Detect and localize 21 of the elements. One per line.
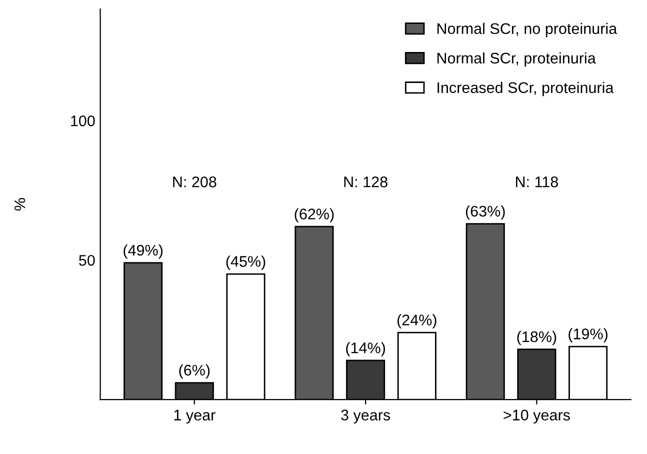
- y-axis-title: %: [14, 198, 26, 211]
- data-label: (24%): [397, 314, 436, 328]
- legend-label: Increased SCr, proteinuria: [438, 82, 614, 96]
- y-tick-label: 50: [79, 254, 95, 266]
- data-label: (49%): [124, 244, 162, 259]
- data-label: (19%): [568, 328, 608, 342]
- x-tick-label: 3 years: [341, 410, 390, 424]
- x-tick-label: 1 year: [174, 410, 216, 424]
- data-label: (18%): [517, 330, 556, 346]
- annotation: N: 128: [344, 176, 388, 188]
- data-label: (63%): [466, 205, 505, 220]
- y-tick-label: 100: [71, 116, 95, 126]
- x-tick-label: >10 years: [504, 410, 570, 424]
- legend-label: Normal SCr, no proteinuria: [437, 22, 618, 38]
- annotation: N: 208: [173, 176, 216, 188]
- data-label: (14%): [346, 342, 385, 356]
- annotation: N: 118: [516, 176, 558, 188]
- legend-label: Normal SCr, proteinuria: [437, 52, 596, 67]
- data-label: (6%): [179, 364, 210, 379]
- data-label: (45%): [226, 256, 266, 270]
- data-label: (62%): [294, 208, 334, 222]
